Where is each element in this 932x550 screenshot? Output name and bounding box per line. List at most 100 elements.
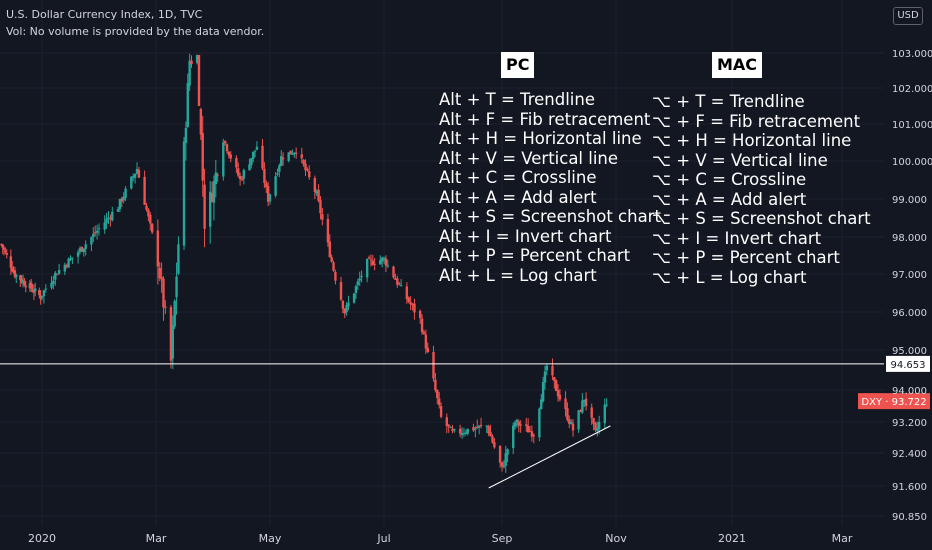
candle-body [76, 252, 80, 257]
candle-body [171, 325, 175, 359]
candle-body [540, 399, 543, 410]
candle-body [34, 288, 37, 292]
candle-body [32, 290, 36, 293]
candle-body [21, 280, 25, 283]
mac-shortcut-item: ⌥ + H = Horizontal line [652, 131, 852, 150]
candle-body [553, 377, 556, 382]
price-tick-label: 91.600 [892, 482, 927, 493]
candle-body [2, 248, 6, 250]
currency-button[interactable]: USD [893, 7, 923, 25]
candle-body [274, 176, 277, 196]
candle-body [276, 173, 279, 175]
candle-body [411, 303, 414, 305]
time-tick-label: Mar [146, 532, 167, 545]
candle-body [558, 394, 562, 400]
time-tick-label: Sep [492, 532, 513, 545]
pc-shortcut-item: Alt + L = Log chart [439, 265, 597, 285]
candle-body [489, 432, 492, 437]
trendline [488, 425, 611, 489]
time-tick-label: Nov [605, 532, 627, 545]
candle-body [29, 282, 33, 289]
candle-body [281, 157, 285, 160]
candle-body [436, 390, 439, 399]
candle-body [82, 248, 85, 253]
candle-body [105, 218, 108, 223]
candle-body [291, 153, 294, 155]
pc-shortcut-item: Alt + P = Percent chart [439, 246, 631, 265]
candle-body [151, 223, 154, 233]
candle-body [420, 318, 424, 333]
price-tick-label: 96.000 [892, 308, 927, 319]
candle-body [365, 259, 369, 278]
candle-body [24, 285, 27, 288]
candle-body [332, 262, 335, 271]
candle-body [367, 257, 371, 259]
candle-body [597, 421, 601, 430]
candle-body [500, 462, 504, 467]
price-tick-label: 93.200 [892, 418, 927, 429]
candle-body [464, 432, 468, 434]
candle-body [356, 281, 360, 285]
candle-body [394, 278, 397, 280]
price-tick-label: 90.850 [892, 512, 927, 523]
candle-body [315, 191, 318, 194]
candle-body [538, 408, 541, 438]
candle-body [487, 426, 490, 434]
candle-body [225, 144, 229, 152]
candle-body [422, 331, 426, 334]
candle-body [334, 271, 337, 281]
candle-body [216, 174, 219, 176]
candle-body [222, 142, 225, 177]
candle-body [10, 267, 14, 272]
price-tick-label: 101.000 [892, 120, 932, 131]
mac-shortcut-list: ⌥ + T = Trendline ⌥ + F = Fib retracemen… [652, 92, 871, 287]
time-axis: 2020 Mar May Jul Sep Nov 2021 Mar [28, 532, 853, 545]
candle-body [424, 334, 428, 349]
candle-body [380, 257, 384, 262]
candle-body [69, 258, 72, 261]
candle-body [579, 410, 582, 412]
candle-body [199, 109, 203, 135]
candle-body [409, 302, 412, 305]
candle-body [248, 164, 251, 171]
candle-body [12, 271, 15, 273]
candle-body [392, 266, 395, 278]
candle-body [111, 211, 114, 221]
candle-body [293, 152, 296, 155]
candle-body [526, 425, 530, 433]
candle-body [594, 422, 597, 431]
pc-shortcut-list: Alt + T = Trendline Alt + F = Fib retrac… [439, 90, 661, 285]
candle-body [345, 305, 348, 312]
candle-body [38, 290, 41, 296]
candle-body [515, 419, 519, 422]
candle-body [162, 278, 165, 308]
candle-body [84, 244, 87, 249]
candle-body [373, 263, 376, 265]
horizontal-line-price-label: 94.653 [891, 360, 926, 371]
candle-body [426, 347, 429, 352]
candle-body [4, 250, 7, 252]
price-tick-label: 103.000 [892, 49, 932, 60]
candle-body [330, 257, 333, 262]
candle-body [71, 257, 74, 259]
candle-body [525, 424, 528, 426]
candle-body [265, 183, 268, 188]
candle-body [208, 191, 212, 227]
candle-body [190, 60, 193, 65]
price-tick-label: 94.000 [892, 386, 927, 397]
candle-body [177, 244, 180, 274]
candle-body [251, 151, 255, 159]
candle-body [261, 145, 264, 169]
candle-body [360, 275, 363, 278]
mac-shortcut-item: ⌥ + T = Trendline [652, 92, 805, 111]
candle-body [44, 288, 47, 290]
candle-body [596, 428, 599, 431]
pc-shortcut-item: Alt + C = Crossline [439, 168, 597, 187]
candle-body [120, 198, 123, 202]
price-tick-label: 92.400 [892, 449, 927, 460]
candle-body [369, 259, 373, 261]
candle-body [242, 170, 246, 179]
candle-body [449, 426, 452, 428]
candle-body [80, 246, 84, 252]
